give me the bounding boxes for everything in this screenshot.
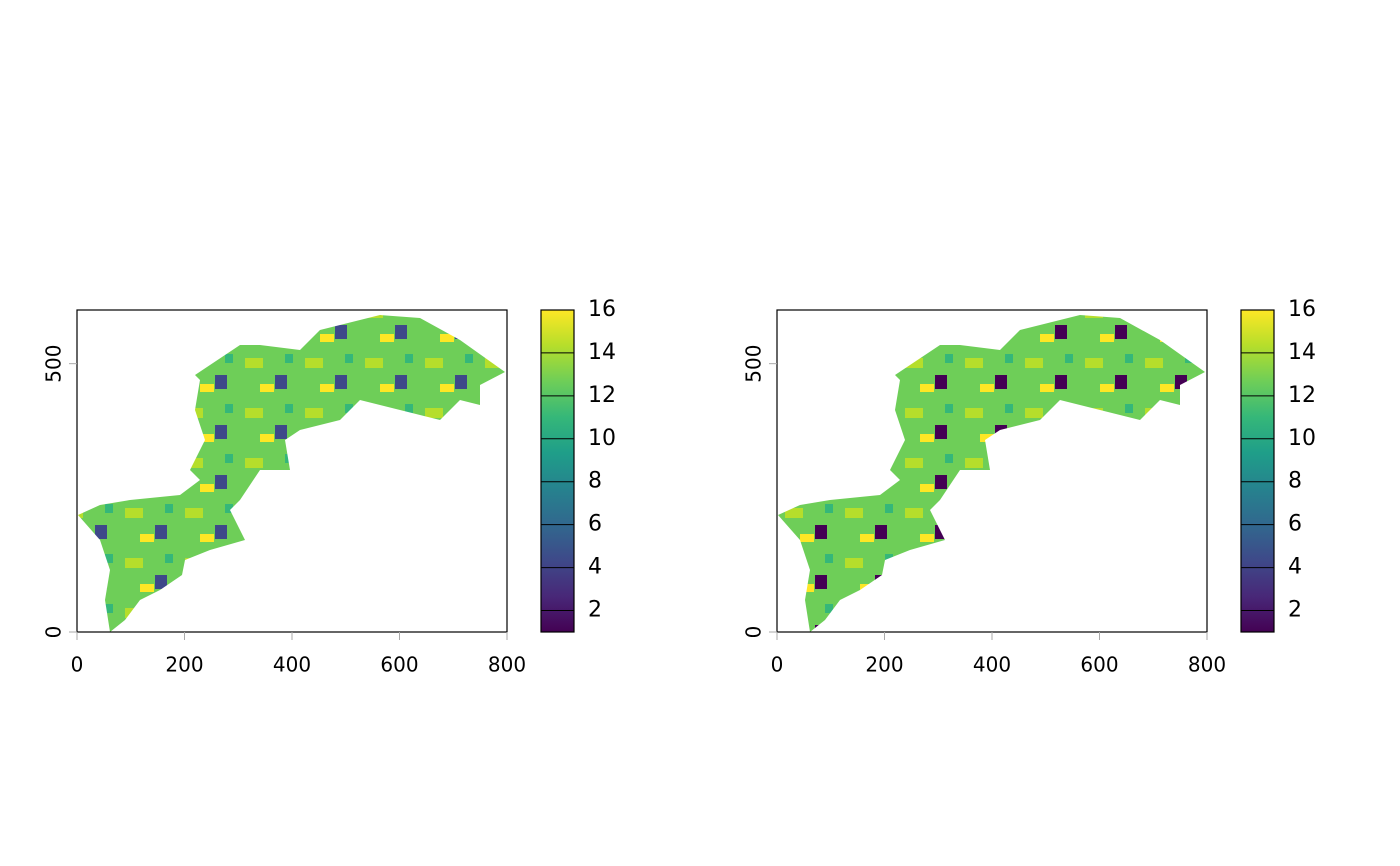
- x-tick-label: 0: [71, 653, 84, 677]
- color-bar-label: 6: [588, 512, 602, 537]
- y-tick-label: 0: [742, 626, 766, 639]
- color-bar-label: 2: [1288, 598, 1302, 623]
- color-bar-label: 10: [1288, 426, 1316, 451]
- raster-area: [78, 315, 505, 632]
- x-tick-label: 800: [1188, 653, 1226, 677]
- x-tick-label: 400: [973, 653, 1011, 677]
- x-tick-label: 400: [273, 653, 311, 677]
- x-tick-label: 800: [488, 653, 526, 677]
- y-tick-label: 500: [42, 345, 66, 383]
- x-tick-label: 200: [165, 653, 203, 677]
- x-tick-label: 200: [865, 653, 903, 677]
- color-bar-label: 12: [588, 383, 616, 408]
- color-bar: [540, 309, 575, 633]
- map-panel: 0 200 400 600 800 0 500 2 4 6 8 10 12 14 16: [742, 297, 1317, 677]
- raster-area: [778, 315, 1205, 632]
- color-bar-label: 4: [1288, 555, 1302, 580]
- color-bar-label: 8: [1288, 469, 1302, 494]
- color-bar-label: 6: [1288, 512, 1302, 537]
- color-bar-label: 16: [1288, 297, 1316, 322]
- color-bar-label: 4: [588, 555, 602, 580]
- map-panel: 0 200 400 600 800 0 500 2 4 6 8 10 12 14 16: [42, 297, 617, 677]
- x-tick-label: 0: [771, 653, 784, 677]
- color-bar-label: 14: [1288, 340, 1316, 365]
- x-tick-label: 600: [1080, 653, 1118, 677]
- color-bar-label: 14: [588, 340, 616, 365]
- y-tick-label: 500: [742, 345, 766, 383]
- y-tick-label: 0: [42, 626, 66, 639]
- color-bar-label: 12: [1288, 383, 1316, 408]
- x-tick-label: 600: [380, 653, 418, 677]
- color-bar-label: 10: [588, 426, 616, 451]
- color-bar-label: 16: [588, 297, 616, 322]
- color-bar-label: 2: [588, 598, 602, 623]
- color-bar: [1240, 309, 1275, 633]
- color-bar-label: 8: [588, 469, 602, 494]
